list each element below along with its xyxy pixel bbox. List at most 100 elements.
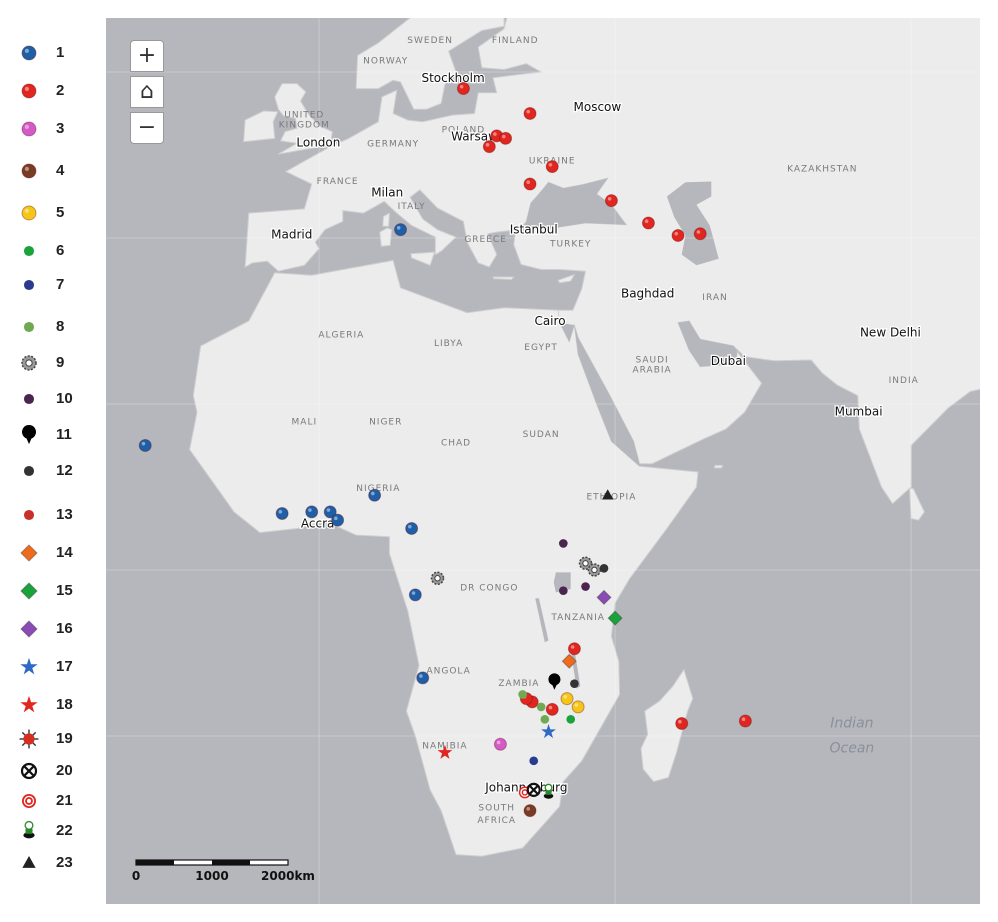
data-point-type-4[interactable] [523,804,537,818]
data-point-type-2[interactable] [641,216,655,230]
data-point-type-20[interactable] [526,782,541,798]
landmass-corsica [382,212,390,227]
country-labels: SWEDENFINLANDNORWAYRUSSIAUNITEDKINGDOMPO… [279,36,918,826]
data-point-type-2[interactable] [604,194,618,208]
country-label: ALGERIA [318,331,364,341]
legend-label: 16 [56,620,73,637]
home-icon: ⌂ [140,79,154,104]
country-label: ZAMBIA [498,679,539,689]
data-point-type-2[interactable] [545,160,559,174]
data-point-type-12[interactable] [570,679,579,688]
data-point-type-9[interactable] [578,556,593,571]
data-point-type-1[interactable] [305,505,319,519]
zoom-in-button[interactable]: + [130,40,164,72]
data-point-type-2[interactable] [456,82,470,96]
landmass-madagascar [640,668,694,783]
country-label: NIGER [369,418,402,428]
data-point-type-3[interactable] [493,737,507,751]
country-label: NORWAY [363,57,408,67]
data-point-type-7[interactable] [529,756,539,766]
red-sea [559,322,640,467]
legend-label: 22 [56,822,73,839]
map-viewport[interactable]: SWEDENFINLANDNORWAYRUSSIAUNITEDKINGDOMPO… [106,18,980,904]
data-point-type-11[interactable] [548,673,561,690]
data-point-type-9[interactable] [587,563,602,577]
data-point-type-2[interactable] [482,140,496,154]
data-point-type-2[interactable] [675,717,689,730]
home-button[interactable]: ⌂ [130,76,164,108]
data-point-type-1[interactable] [323,505,337,519]
city-label: Cairo [534,314,565,328]
data-point-type-1[interactable] [394,223,408,237]
data-point-type-2[interactable] [738,714,752,728]
legend-label: 7 [56,276,65,293]
data-point-type-2[interactable] [523,177,537,191]
legend-item-4: 4 [16,158,102,184]
data-point-type-1[interactable] [331,513,345,527]
data-point-type-5[interactable] [571,700,585,714]
circle-small-icon [23,393,35,405]
data-point-type-10[interactable] [559,539,568,548]
landmass-sardinia [379,227,393,247]
country-label: SAUDI [636,355,669,365]
data-point-type-2[interactable] [567,642,581,656]
data-point-type-8[interactable] [518,690,527,699]
bug-icon [19,729,39,749]
city-label: Moscow [574,100,622,114]
data-point-type-23[interactable] [602,489,614,500]
circle-small-icon [23,465,35,477]
legend-label: 13 [56,506,73,523]
gear-icon [21,355,37,371]
diamond-icon [20,620,38,638]
data-point-type-15[interactable] [607,610,623,626]
data-point-type-1[interactable] [405,521,419,535]
country-label: TANZANIA [550,613,605,623]
data-point-type-6[interactable] [566,715,576,724]
legend-item-14: 14 [16,540,102,566]
data-point-type-18[interactable] [437,744,453,759]
data-point-type-10[interactable] [581,582,590,591]
zoom-out-button[interactable]: − [130,112,164,144]
legend-label: 19 [56,730,73,747]
data-point-type-9[interactable] [430,571,445,585]
data-point-type-2[interactable] [671,228,685,242]
data-point-type-12[interactable] [599,563,609,573]
legend-label: 15 [56,582,73,599]
city-label: Milan [371,185,403,199]
legend-item-5: 5 [16,200,102,226]
legend-item-15: 15 [16,578,102,604]
circle-small-icon [23,245,35,257]
target-icon [22,794,36,808]
data-point-type-2[interactable] [545,702,559,716]
data-point-type-1[interactable] [368,488,382,502]
cross-circle-icon [20,762,38,780]
country-label: SOUTH [478,804,515,814]
data-point-type-10[interactable] [559,586,568,596]
data-point-type-22[interactable] [543,783,554,799]
landmass-eurasia [244,18,980,505]
data-point-type-17[interactable] [541,724,556,739]
legend-label: 4 [56,162,65,179]
city-label: Dubai [711,354,746,368]
data-point-type-1[interactable] [275,507,289,521]
data-point-type-8[interactable] [536,702,546,712]
data-point-type-5[interactable] [560,692,574,706]
legend-item-6: 6 [16,238,102,264]
data-point-type-14[interactable] [561,653,577,669]
scale-bar-label: 0 [132,869,140,883]
legend-item-7: 7 [16,272,102,298]
diamond-icon [20,544,38,562]
legend-item-18: 18 [16,692,102,718]
data-point-type-16[interactable] [596,589,612,605]
data-point-type-2[interactable] [693,227,707,241]
data-point-type-1[interactable] [408,588,422,602]
data-point-type-1[interactable] [138,438,152,452]
legend-item-22: 22 [16,818,102,844]
data-point-type-2[interactable] [523,106,537,120]
country-label: GERMANY [367,140,419,150]
data-point-type-2[interactable] [499,131,513,145]
legend-item-1: 1 [16,40,102,66]
data-point-type-8[interactable] [540,715,550,724]
circle-icon [21,45,37,61]
data-point-type-1[interactable] [416,671,430,685]
